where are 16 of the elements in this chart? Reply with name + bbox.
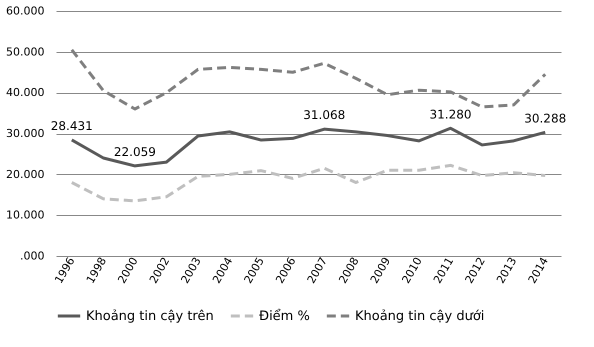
y-tick-label: 10.000 bbox=[6, 208, 44, 222]
y-tick-label: 20.000 bbox=[6, 168, 44, 181]
data-label: 31.068 bbox=[303, 108, 346, 122]
y-tick-label: 40.000 bbox=[6, 86, 44, 100]
legend-label: Khoảng tin cậy trên bbox=[86, 309, 214, 324]
data-label: 30.288 bbox=[524, 111, 566, 126]
data-label: 31.280 bbox=[430, 107, 472, 122]
y-tick-label: 60.000 bbox=[6, 4, 44, 18]
data-label: 28.431 bbox=[50, 118, 93, 133]
y-tick-label: .000 bbox=[20, 250, 44, 262]
legend-label: Điểm % bbox=[259, 308, 310, 324]
y-tick-label: 30.000 bbox=[6, 127, 44, 140]
data-label: 22.059 bbox=[114, 144, 156, 159]
line-series bbox=[70, 164, 547, 202]
y-tick-label: 50.000 bbox=[6, 45, 44, 58]
legend-label: Khoảng tin cậy dưới bbox=[355, 309, 484, 324]
